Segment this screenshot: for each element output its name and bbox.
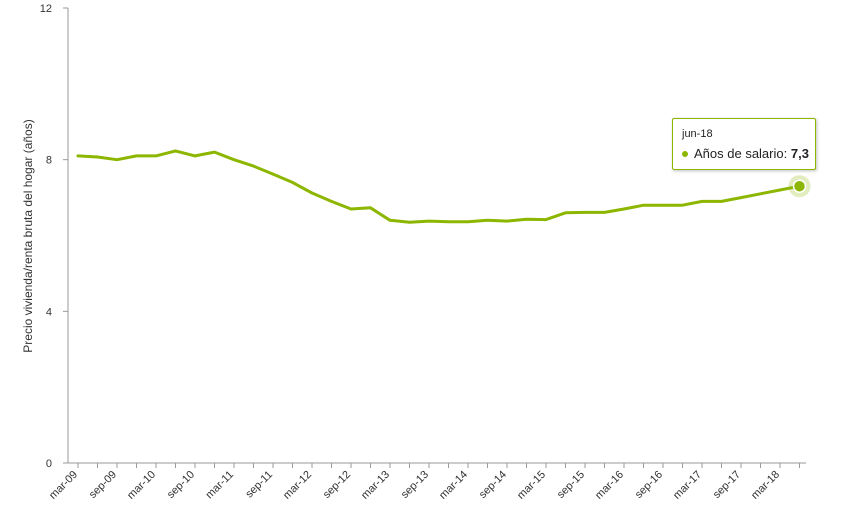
x-tick-label: sep-15 — [555, 469, 587, 501]
x-tick-label: sep-13 — [399, 469, 431, 501]
x-tick-label: mar-13 — [359, 469, 392, 502]
x-tick-label: mar-16 — [593, 469, 626, 502]
tooltip-series-dot — [682, 150, 688, 157]
x-tick-label: mar-17 — [671, 469, 704, 502]
y-tick-label: 12 — [40, 3, 52, 15]
x-axis: mar-09 sep-09 mar-10 sep-10 mar-11 sep-11 mar-… — [47, 462, 806, 502]
tooltip-value: 7,3 — [790, 146, 809, 161]
x-tick-label: sep-10 — [165, 469, 197, 501]
series-line — [76, 149, 801, 224]
x-tick-label: sep-17 — [711, 469, 743, 501]
x-tick-label: mar-10 — [125, 469, 158, 502]
x-tick-label: mar-12 — [281, 469, 314, 502]
y-tick-label: 8 — [46, 155, 52, 167]
x-tick-label: sep-12 — [321, 469, 353, 501]
tooltip-date: jun-18 — [682, 128, 713, 140]
y-tick-label: 4 — [46, 306, 52, 318]
x-tick-label: mar-15 — [515, 469, 548, 502]
highlighted-data-point[interactable] — [792, 179, 807, 193]
series-layer — [76, 149, 811, 224]
tooltip: jun-18 Años de salario: 7,3 — [672, 118, 816, 170]
x-tick-label: mar-18 — [749, 469, 782, 502]
x-tick-label: sep-14 — [477, 469, 509, 501]
x-tick-label: mar-11 — [204, 469, 237, 502]
y-axis-title: Precio vivienda/renta bruta del hogar (a… — [21, 119, 35, 352]
y-axis: 0 4 8 12 — [40, 3, 69, 470]
x-tick-label: mar-14 — [437, 469, 470, 502]
x-tick-label: sep-09 — [87, 469, 119, 501]
x-tick-label: sep-16 — [633, 469, 665, 501]
tooltip-series-label: Años de salario: — [694, 146, 788, 161]
y-tick-label: 0 — [46, 458, 52, 470]
x-tick-label: sep-11 — [243, 469, 275, 501]
tooltip-row: Años de salario: 7,3 — [682, 145, 815, 163]
x-tick-label: mar-09 — [47, 469, 80, 502]
